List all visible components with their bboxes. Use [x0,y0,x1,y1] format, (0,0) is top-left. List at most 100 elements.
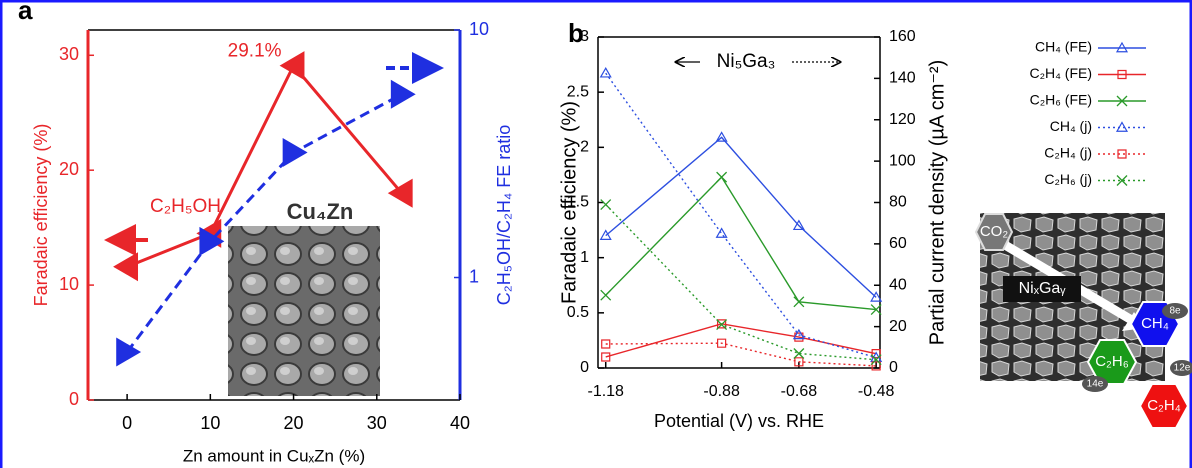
inset-title: Cu₄Zn [287,199,354,224]
x-tick-label: 20 [284,413,304,433]
y2-tick-label: 80 [889,194,907,211]
y2-axis-label: Partial current density (µA cm⁻²) [926,60,948,346]
annotation: C₂H₅OH [150,196,221,217]
series-line [605,323,877,358]
marker [870,354,882,366]
y-axis-label: Faradaic efficiency (%) [31,124,51,307]
marker [1116,95,1128,107]
panel-label: b [568,18,584,48]
marker [599,229,612,240]
marker [387,178,413,208]
y2-tick-label: 100 [889,152,916,169]
y2-tick-label: 0 [889,359,898,376]
marker [1117,149,1127,159]
y-tick-label: 1 [580,249,589,266]
marker [600,289,612,301]
legend-label: C₂H₄ (FE) [1030,65,1092,81]
y2-tick-label: 20 [889,318,907,335]
marker [792,328,805,340]
marker [601,339,611,349]
marker [717,338,727,348]
y2-tick-label: 160 [889,28,916,45]
series-line [605,204,877,361]
marker [390,79,416,109]
molecule-label: CH₄ [1141,315,1169,332]
marker [715,131,728,142]
electron-tag [1170,360,1192,376]
x-tick-label: -0.68 [781,383,818,400]
marker [1115,41,1129,53]
hexagon [1086,339,1138,385]
electron-label: 14e [1087,379,1104,390]
marker [113,252,139,282]
marker [716,171,728,183]
marker [794,357,804,367]
y2-tick-label: 40 [889,276,907,293]
marker [870,304,882,315]
x-axis-label: Potential (V) vs. RHE [654,411,824,431]
x-axis-label: Zn amount in CuₓZn (%) [183,446,365,465]
y-tick-label: 1.5 [567,194,589,211]
x-tick-label: -0.48 [858,383,895,400]
y-tick-label: 2.5 [567,83,589,100]
x-tick-label: 40 [450,413,470,433]
series-line [605,342,877,367]
y-tick-label: 10 [59,274,79,294]
marker [870,291,883,302]
x-tick-label: 0 [122,413,132,433]
marker [279,51,305,81]
marker [793,296,805,308]
legend-label: C₂H₆ (FE) [1030,92,1092,108]
series-line [125,92,403,353]
legend-label: C₂H₆ (j) [1044,171,1092,187]
electron-tag [1162,303,1188,319]
panel-label: a [18,0,33,25]
x-tick-label: -1.18 [587,383,624,400]
y2-tick-label: 10 [469,19,489,39]
marker [1116,175,1128,186]
legend-label: CH₄ (j) [1050,118,1092,134]
y2-tick-label: 140 [889,70,916,87]
marker [716,319,728,331]
marker [600,199,612,211]
molecule-label: C₂H₆ [1095,353,1129,370]
marker [199,226,225,256]
label-box [1003,276,1081,302]
hexagon [974,213,1014,251]
value-label: 29.1% [228,41,282,62]
series-line [605,72,877,359]
y-axis-label: Faradaic efficiency (%) [558,101,580,304]
y-tick-label: 20 [59,159,79,179]
x-tick-label: 30 [367,413,387,433]
marker [601,352,611,362]
y-tick-label: 30 [59,44,79,64]
y2-tick-label: 1 [469,266,479,286]
marker [1115,121,1129,132]
x-tick-label: -0.88 [703,383,740,400]
x-tick-label: 10 [200,413,220,433]
marker [1117,69,1127,80]
marker [116,337,142,367]
annotation: Ni₅Ga₃ [717,51,776,72]
series-line [126,62,403,269]
legend-label: C₂H₄ (j) [1044,145,1092,161]
electron-label: 8e [1169,306,1181,317]
marker [599,66,612,78]
y2-tick-label: 60 [889,235,907,252]
marker [715,227,728,238]
y-tick-label: 0 [580,359,589,376]
electron-label: 12e [1174,363,1191,374]
hexagon [1138,383,1190,429]
y2-axis-label: C₂H₅OH/C₂H₄ FE ratio [494,125,514,306]
marker [282,137,308,168]
catalyst-label: NiₓGaᵧ [1019,280,1067,297]
legend-label: CH₄ (FE) [1035,39,1092,55]
y-tick-label: 2 [580,139,589,156]
marker [793,348,805,359]
y-tick-label: 0.5 [567,304,589,321]
electron-tag [1082,376,1108,392]
marker [792,219,805,231]
y2-tick-label: 120 [889,111,916,128]
